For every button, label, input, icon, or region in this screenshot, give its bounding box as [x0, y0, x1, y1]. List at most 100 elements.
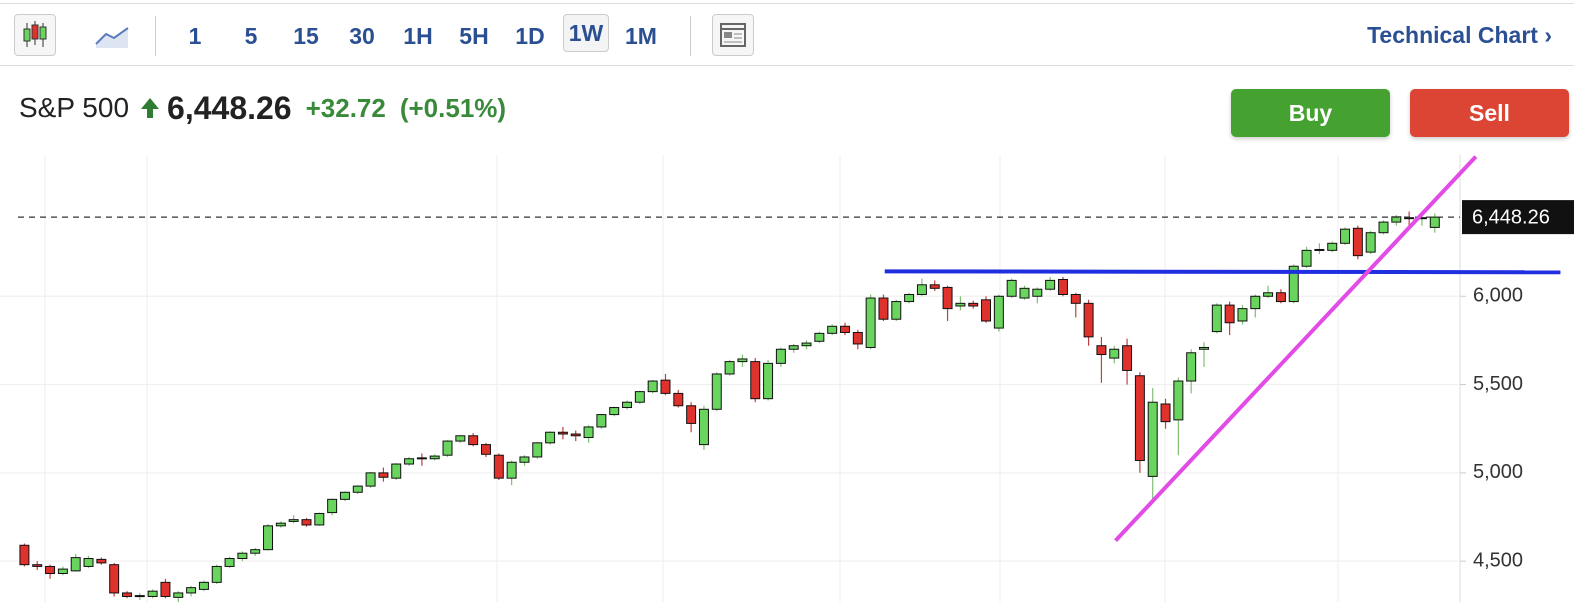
candle-body — [442, 440, 453, 456]
candle-body — [1070, 294, 1081, 304]
candle-body — [775, 348, 786, 364]
candle-body — [1057, 278, 1068, 296]
candle-body — [686, 405, 697, 424]
candle-icon[interactable] — [14, 14, 56, 56]
candle-body — [327, 498, 338, 514]
candle-body — [45, 565, 56, 575]
interval-button[interactable]: 1D — [515, 23, 545, 49]
candle-body — [493, 454, 504, 479]
candle-body — [1263, 292, 1274, 297]
candle-body — [891, 301, 902, 320]
interval-button[interactable]: 1H — [403, 23, 433, 49]
separator — [690, 16, 691, 56]
candle-body — [852, 331, 863, 345]
candle-body — [1429, 216, 1440, 228]
candle-body — [647, 380, 658, 393]
candle-body — [1224, 304, 1235, 324]
change: +32.72 — [305, 92, 386, 123]
candle-body — [96, 558, 107, 564]
candle-body — [352, 485, 363, 493]
candle-body — [1416, 217, 1427, 220]
candle-body — [993, 295, 1004, 329]
candle-body — [1122, 345, 1133, 371]
candle-body — [1083, 302, 1094, 338]
quote: S&P 500 6,448.26 +32.72 (+0.51%) — [19, 88, 506, 128]
interval-button[interactable]: 15 — [293, 23, 319, 49]
candle-body — [70, 557, 81, 572]
interval-button[interactable]: 1W — [563, 14, 609, 52]
icon — [720, 23, 746, 47]
candle-body — [929, 284, 940, 289]
candle-body — [455, 435, 466, 442]
trend-line — [884, 269, 1561, 275]
y-tick-label: 5,000 — [1473, 461, 1523, 483]
technical-chart-link[interactable]: Technical Chart › — [1367, 22, 1552, 48]
candle-body — [750, 361, 761, 400]
icon — [23, 21, 47, 47]
toolbar: 1 5 15 30 1H 5H 1D 1W 1M Technical Chart › — [0, 3, 1574, 66]
candle-body — [83, 558, 94, 567]
interval-button[interactable]: 1M — [625, 23, 657, 49]
interval-button[interactable]: 5 — [244, 23, 258, 49]
candle-body — [1045, 279, 1056, 290]
candle-body — [468, 435, 479, 446]
candle-body — [634, 391, 645, 403]
candle-body — [570, 433, 581, 437]
candle-body — [583, 426, 594, 439]
candle-body — [250, 549, 261, 554]
candle-body — [288, 519, 299, 522]
candle-body — [788, 345, 799, 350]
candle-body — [942, 286, 953, 310]
candle-body — [827, 325, 838, 334]
trend-line — [1114, 155, 1478, 543]
v-grid — [44, 155, 1339, 602]
candle-body — [1288, 265, 1299, 303]
sell-button[interactable]: Sell — [1410, 89, 1569, 137]
candle-body — [416, 457, 427, 460]
candle-body — [1404, 217, 1415, 220]
candle-body — [1391, 216, 1402, 223]
candle-body — [1186, 352, 1197, 382]
candle-body — [1314, 248, 1325, 251]
buy-button[interactable]: Buy — [1231, 89, 1390, 137]
interval-button[interactable]: 5H — [459, 23, 489, 49]
price: 6,448.26 — [167, 89, 292, 126]
candle-body — [1134, 375, 1145, 461]
candle-body — [211, 565, 222, 583]
candle-body — [878, 297, 889, 320]
candle-body — [481, 444, 491, 455]
interval-button[interactable]: 1 — [188, 23, 202, 49]
candle-body — [1327, 242, 1338, 251]
candle-body — [1096, 345, 1107, 356]
candle-body — [955, 302, 966, 307]
candle-body — [339, 491, 350, 500]
candle-body — [916, 284, 927, 296]
candle-body — [814, 332, 825, 342]
instrument-name: S&P 500 — [19, 92, 130, 123]
candle-body — [801, 342, 812, 347]
candle-body — [378, 472, 389, 478]
candle-body — [1365, 232, 1376, 253]
candle-body — [1340, 228, 1351, 244]
candle-body — [968, 302, 979, 307]
candle-body — [1237, 308, 1248, 322]
candle-body — [1032, 288, 1043, 297]
candle-body — [545, 431, 556, 444]
candle-body — [904, 294, 915, 303]
candle-body — [301, 519, 312, 526]
line-icon[interactable] — [94, 22, 130, 50]
candle-body — [1109, 348, 1120, 359]
layout-icon[interactable] — [712, 14, 754, 56]
up-arrow — [141, 98, 160, 118]
candle-body — [429, 455, 440, 460]
candle-body — [134, 595, 145, 598]
candle-body — [1173, 380, 1184, 421]
candle-body — [404, 458, 415, 465]
candle-body — [660, 379, 671, 394]
candle-body — [160, 581, 171, 597]
candle-body — [365, 472, 376, 487]
price-tag — [1462, 200, 1574, 235]
interval-button[interactable]: 30 — [349, 23, 375, 49]
candle-body — [19, 544, 30, 566]
